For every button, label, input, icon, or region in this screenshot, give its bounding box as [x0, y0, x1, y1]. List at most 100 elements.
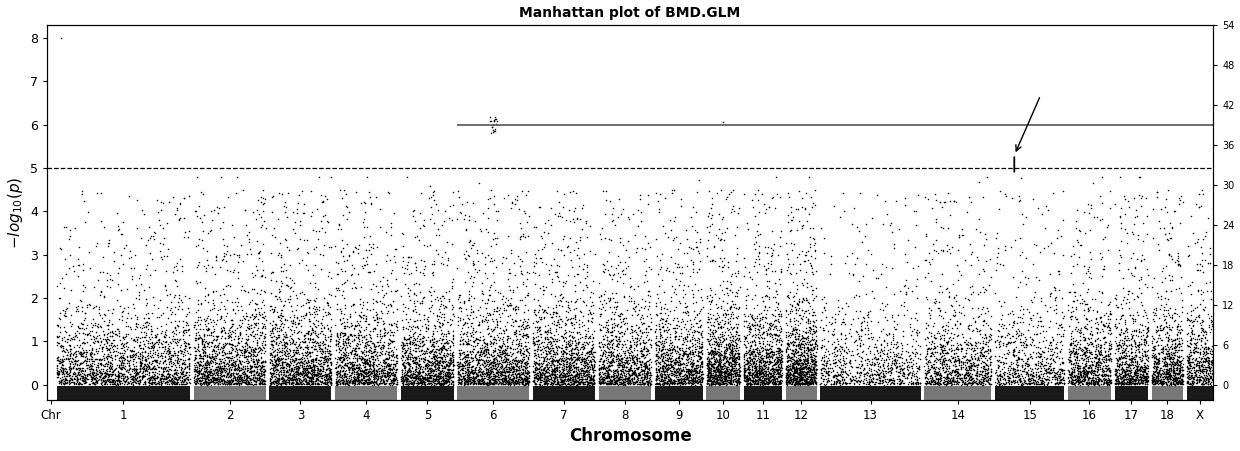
Point — [188, 321, 208, 328]
Point — [786, 350, 806, 357]
Point — [269, 376, 289, 383]
Point — [723, 370, 743, 377]
Point — [414, 378, 434, 386]
Point — [792, 332, 812, 339]
Point — [482, 353, 502, 360]
Point — [1109, 360, 1128, 368]
Point — [186, 365, 206, 373]
Point — [162, 372, 182, 379]
Point — [546, 356, 565, 364]
Point — [353, 198, 373, 206]
Point — [284, 351, 304, 359]
Point — [1133, 368, 1153, 375]
Point — [309, 339, 329, 346]
Point — [760, 358, 780, 365]
Point — [1034, 381, 1054, 388]
Point — [321, 377, 341, 384]
Point — [930, 341, 950, 348]
Point — [532, 363, 552, 370]
Point — [547, 346, 567, 354]
Point — [244, 346, 264, 353]
Point — [975, 366, 994, 373]
Point — [541, 376, 560, 383]
X-axis label: Chromosome: Chromosome — [569, 428, 692, 446]
Point — [546, 375, 565, 382]
Point — [248, 319, 268, 326]
Point — [342, 377, 362, 384]
Point — [968, 271, 988, 278]
Point — [433, 359, 453, 366]
Point — [619, 376, 639, 383]
Point — [412, 338, 432, 345]
Point — [894, 282, 914, 290]
Point — [348, 370, 368, 377]
Point — [306, 244, 326, 251]
Point — [629, 364, 649, 372]
Point — [658, 346, 678, 353]
Point — [327, 286, 347, 294]
Point — [1161, 375, 1180, 382]
Point — [626, 342, 646, 350]
Point — [892, 302, 911, 309]
Point — [179, 228, 198, 235]
Point — [908, 327, 928, 334]
Point — [657, 380, 677, 387]
Point — [77, 330, 97, 337]
Point — [1087, 343, 1107, 350]
Point — [578, 349, 598, 356]
Point — [1025, 378, 1045, 385]
Point — [802, 312, 822, 319]
Point — [249, 374, 269, 381]
Point — [489, 373, 508, 381]
Point — [1059, 322, 1079, 330]
Point — [1013, 306, 1033, 313]
Point — [505, 354, 525, 362]
Point — [753, 379, 773, 387]
Point — [668, 354, 688, 361]
Point — [539, 347, 559, 354]
Point — [729, 349, 749, 356]
Point — [345, 378, 365, 385]
Point — [771, 337, 791, 345]
Point — [1001, 335, 1021, 342]
Point — [1007, 331, 1027, 338]
Point — [546, 327, 565, 335]
Point — [578, 378, 598, 386]
Point — [926, 329, 946, 336]
Point — [750, 369, 770, 376]
Point — [53, 368, 73, 375]
Point — [787, 285, 807, 293]
Point — [289, 341, 309, 348]
Point — [728, 377, 748, 384]
Point — [303, 336, 322, 343]
Point — [753, 365, 773, 373]
Point — [1122, 354, 1142, 361]
Point — [453, 360, 472, 368]
Point — [226, 370, 246, 377]
Point — [303, 326, 322, 333]
Point — [976, 286, 996, 293]
Point — [992, 321, 1012, 328]
Point — [494, 376, 513, 383]
Point — [1071, 368, 1091, 375]
Point — [243, 358, 263, 365]
Point — [56, 379, 76, 386]
Point — [202, 369, 222, 376]
Point — [862, 215, 882, 222]
Point — [574, 260, 594, 267]
Point — [280, 262, 300, 269]
Point — [800, 373, 820, 380]
Point — [1083, 360, 1102, 367]
Point — [1147, 193, 1167, 201]
Point — [381, 339, 401, 346]
Point — [620, 346, 640, 353]
Point — [804, 372, 823, 379]
Point — [734, 362, 754, 369]
Point — [1159, 373, 1179, 380]
Point — [1060, 380, 1080, 387]
Point — [511, 268, 531, 275]
Point — [734, 313, 754, 320]
Point — [926, 376, 946, 383]
Point — [280, 340, 300, 347]
Point — [260, 377, 280, 384]
